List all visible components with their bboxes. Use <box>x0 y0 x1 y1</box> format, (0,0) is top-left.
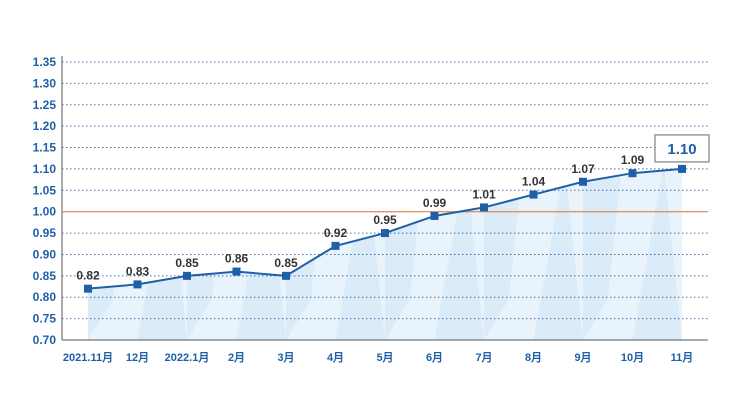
data-label: 0.85 <box>175 256 199 270</box>
data-point <box>628 169 637 178</box>
x-tick-label: 9月 <box>574 351 591 364</box>
highlight-box <box>654 134 710 163</box>
data-label: 0.92 <box>324 226 348 240</box>
y-tick-label: 0.75 <box>33 312 57 326</box>
y-tick-label: 0.90 <box>33 247 57 261</box>
y-tick-label: 1.05 <box>33 183 57 197</box>
x-tick-label: 2022.1月 <box>165 351 210 364</box>
y-tick-label: 1.35 <box>33 55 57 69</box>
data-label: 0.86 <box>225 252 249 266</box>
data-point <box>232 267 241 276</box>
data-label: 0.82 <box>76 269 100 283</box>
data-label: 0.83 <box>126 264 150 278</box>
y-tick-label: 1.25 <box>33 98 57 112</box>
x-tick-label: 4月 <box>327 351 344 364</box>
y-tick-label: 1.10 <box>33 162 57 176</box>
y-tick-label: 0.95 <box>33 226 57 240</box>
data-label: 1.04 <box>522 175 546 189</box>
area-band-dark <box>632 168 682 340</box>
data-point <box>133 280 142 289</box>
x-tick-label: 2月 <box>228 351 245 364</box>
x-tick-label: 7月 <box>475 351 492 364</box>
data-label: 0.85 <box>274 256 298 270</box>
x-tick-label: 10月 <box>621 351 644 364</box>
data-label-highlight: 1.10 <box>667 141 696 158</box>
y-tick-label: 0.80 <box>33 290 57 304</box>
x-tick-label: 8月 <box>525 351 542 364</box>
data-point <box>84 284 92 293</box>
data-point <box>381 229 389 238</box>
data-label: 0.95 <box>373 213 397 227</box>
y-tick-label: 1.20 <box>33 119 57 133</box>
x-tick-label: 5月 <box>376 351 393 364</box>
area-band-dark <box>533 168 583 340</box>
y-tick-label: 1.15 <box>33 141 57 155</box>
x-tick-label: 12月 <box>126 351 149 364</box>
data-label: 1.09 <box>621 153 645 167</box>
data-point <box>282 271 290 280</box>
area-band-dark <box>583 168 633 340</box>
y-tick-label: 0.85 <box>33 269 57 283</box>
data-label: 1.01 <box>472 187 496 201</box>
x-tick-label: 6月 <box>426 351 443 364</box>
x-tick-label: 3月 <box>277 351 294 364</box>
area-fill <box>88 168 682 340</box>
data-point <box>529 190 538 199</box>
data-label: 0.99 <box>423 196 447 210</box>
data-point <box>678 164 686 173</box>
data-point <box>331 241 340 250</box>
data-point <box>430 211 439 220</box>
area-band-dark <box>137 168 187 340</box>
x-tick-label: 2021.11月 <box>63 351 113 364</box>
x-tick-label: 11月 <box>671 351 694 364</box>
data-label: 1.07 <box>571 162 595 176</box>
y-tick-label: 0.70 <box>33 333 57 347</box>
data-point <box>183 271 191 280</box>
y-tick-label: 1.30 <box>33 76 57 90</box>
y-tick-label: 1.00 <box>33 205 57 219</box>
area-band-dark <box>236 168 286 340</box>
data-point <box>579 177 587 186</box>
data-point <box>480 203 488 212</box>
